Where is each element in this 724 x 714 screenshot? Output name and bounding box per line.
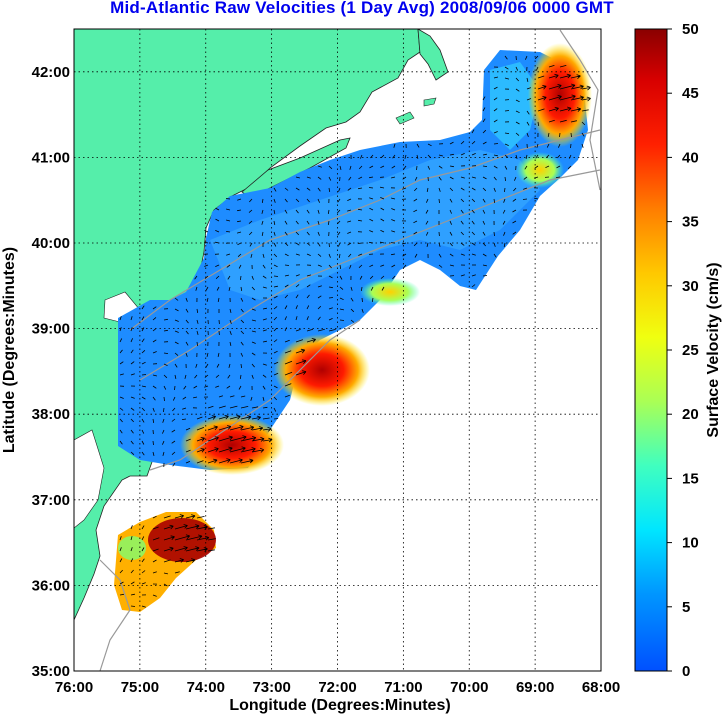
x-tick-label: 72:00 [318, 679, 356, 696]
velocity-field-light [210, 150, 540, 300]
x-tick-label: 71:00 [384, 679, 422, 696]
chart-title: Mid-Atlantic Raw Velocities (1 Day Avg) … [110, 0, 614, 17]
x-tick-label: 69:00 [516, 679, 554, 696]
y-tick-label: 41:00 [32, 149, 70, 166]
x-tick-label: 74:00 [187, 679, 225, 696]
colorbar-tick-label: 15 [682, 470, 699, 487]
cape-cod [417, 29, 449, 81]
hotspot-shelf-edge [360, 278, 420, 306]
colorbar-tick-label: 30 [682, 278, 699, 295]
velocity-arrow-field [119, 55, 591, 608]
y-tick-label: 42:00 [32, 64, 70, 81]
colorbar-tick-labels: 0 5 10 15 20 25 30 35 40 45 50 [667, 21, 699, 680]
colorbar-label: Surface Velocity (cm/s) [705, 262, 722, 437]
islands [395, 97, 437, 125]
x-tick-labels: 76:00 75:00 74:00 73:00 72:00 71:00 70:00 69:00… [55, 679, 620, 696]
bathymetry-contours [99, 29, 601, 671]
colorbar [634, 28, 668, 672]
velocity-field-cyan [490, 62, 540, 150]
colorbar-tick-label: 40 [682, 149, 699, 166]
x-tick-label: 76:00 [55, 679, 93, 696]
x-axis-label: Longitude (Degrees:Minutes) [229, 697, 450, 714]
colorbar-tick-label: 0 [682, 663, 690, 680]
x-tick-label: 68:00 [582, 679, 620, 696]
hotspot-georges-bank [528, 43, 592, 147]
y-tick-label: 38:00 [32, 406, 70, 423]
y-tick-label: 35:00 [32, 663, 70, 680]
colorbar-tick-label: 10 [682, 535, 699, 552]
x-tick-label: 73:00 [252, 679, 290, 696]
velocity-arrows [119, 55, 591, 608]
colorbar-tick-label: 25 [682, 342, 699, 359]
y-tick-labels: 35:00 36:00 37:00 38:00 39:00 40:00 41:00 42:00 [32, 64, 70, 680]
hotspot-delmarva-south [180, 415, 284, 475]
colorbar-tick-label: 5 [682, 599, 690, 616]
colorbar-tick-label: 45 [682, 85, 699, 102]
x-tick-label: 75:00 [121, 679, 159, 696]
x-tick-label: 70:00 [450, 679, 488, 696]
y-tick-label: 37:00 [32, 492, 70, 509]
y-axis-label: Latitude (Degrees:Minutes) [1, 247, 18, 453]
y-tick-label: 36:00 [32, 577, 70, 594]
y-tick-label: 39:00 [32, 321, 70, 338]
colorbar-tick-label: 35 [682, 214, 699, 231]
colorbar-tick-label: 50 [682, 21, 699, 38]
hotspot-delaware-shelf [274, 334, 370, 406]
colorbar-tick-label: 20 [682, 406, 699, 423]
plot-frame [73, 28, 602, 672]
y-tick-label: 40:00 [32, 235, 70, 252]
